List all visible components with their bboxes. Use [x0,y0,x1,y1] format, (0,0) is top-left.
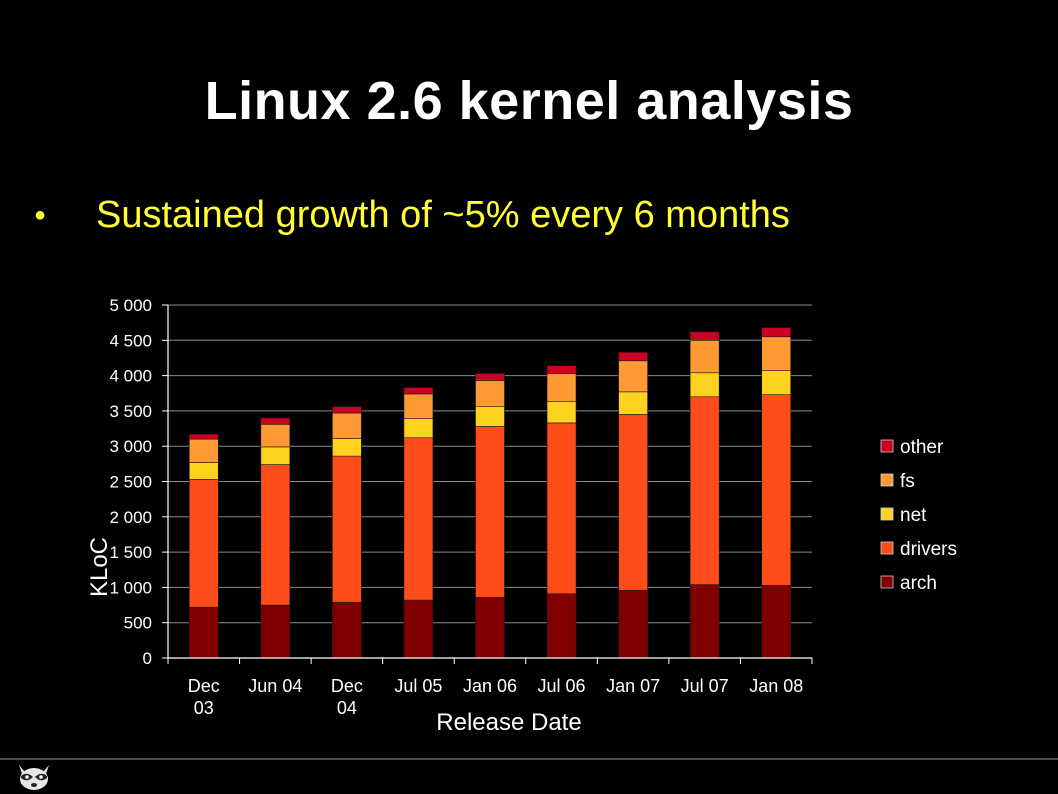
legend: other fs net drivers arch [880,437,957,594]
bars [188,327,792,659]
bar-segment-net [332,438,362,457]
x-tick-label: Jun 04 [248,676,302,696]
y-tick-label: 4 500 [109,331,152,350]
x-tick-label: Jul 05 [394,676,442,696]
y-tick-label: 1 500 [109,543,152,562]
bar-segment-arch [689,584,720,659]
bar-segment-arch [188,606,219,659]
bar-segment-fs [188,438,219,463]
bar-segment-net [761,370,792,395]
y-axis-label: KLoC [86,537,113,597]
bar-segment-net [689,372,720,398]
bar-segment-arch [403,599,434,659]
legend-label-fs: fs [900,471,915,492]
x-tick-label: Jan 06 [463,676,517,696]
x-tick-label: Jul 06 [538,676,586,696]
bar-segment-arch [761,584,792,659]
x-tick-label: Jan 08 [749,676,803,696]
legend-label-net: net [900,505,927,526]
bar-segment-net [475,406,505,427]
bar-segment-arch [332,601,362,659]
bar-segment-fs [618,360,648,393]
y-tick-label: 2 500 [109,473,152,492]
bar-segment-other [689,331,720,341]
bar-segment-drivers [761,394,792,586]
x-tick-label: Jan 07 [606,676,660,696]
bar-segment-arch [618,589,648,659]
bar-segment-net [618,391,648,415]
legend-swatch-fs [880,473,894,487]
bar-segment-fs [546,373,577,403]
bar-segment-fs [260,424,291,448]
bar-segment-drivers [475,426,505,598]
x-tick-label: Dec 03 [188,676,220,718]
y-tick-label: 4 000 [109,367,152,386]
bar-segment-net [260,446,291,465]
bar-segment-arch [260,604,291,659]
y-tick-label: 2 000 [109,508,152,527]
bar-segment-other [546,365,577,374]
bar-segment-fs [689,339,720,374]
legend-label-arch: arch [900,573,937,594]
bar-segment-net [188,462,219,480]
y-tick-label: 3 500 [109,402,152,421]
bar-segment-net [403,418,434,439]
bar-segment-drivers [332,455,362,603]
raccoon-logo-icon [19,765,49,790]
y-tick-label: 1 000 [109,578,152,597]
bar-segment-drivers [403,437,434,601]
bar-segment-other [761,327,792,338]
y-tick-label: 5 000 [109,296,152,315]
legend-swatch-net [880,507,894,521]
bar-segment-fs [332,412,362,439]
x-axis-label: Release Date [436,709,581,736]
legend-swatch-drivers [880,541,894,555]
bar-segment-net [546,401,577,424]
bar-segment-fs [761,336,792,371]
legend-swatch-other [880,439,894,453]
bar-segment-arch [546,593,577,659]
bar-segment-drivers [689,396,720,585]
bar-segment-drivers [618,414,648,591]
x-tick-label: Jul 07 [681,676,729,696]
legend-label-drivers: drivers [900,539,957,560]
bar-segment-fs [475,380,505,407]
bar-segment-drivers [260,464,291,606]
bar-segment-arch [475,596,505,659]
bar-segment-other [403,387,434,395]
bullet-dot-icon: ● [34,204,47,226]
bar-segment-other [618,352,648,362]
y-tick-label: 500 [124,614,152,633]
bar-segment-other [188,433,219,440]
axes: 0 500 1 000 1 500 2 000 2 500 3 000 3 500 4 000 4… [109,296,813,718]
slide-title: Linux 2.6 kernel analysis [204,71,854,131]
footer-divider [0,758,1058,760]
legend-swatch-arch [880,575,894,589]
bar-segment-other [260,417,291,425]
bullet-text: Sustained growth of ~5% every 6 months [96,194,790,236]
bar-segment-drivers [188,479,219,608]
y-tick-label: 3 000 [109,437,152,456]
y-tick-label: 0 [143,649,152,668]
bar-segment-other [332,406,362,414]
bullet-item: ● Sustained growth of ~5% every 6 months [34,190,790,240]
bar-segment-other [475,373,505,381]
x-tick-label: Dec 04 [331,676,363,718]
bar-segment-fs [403,393,434,419]
bar-segment-drivers [546,422,577,595]
legend-label-other: other [900,437,944,458]
